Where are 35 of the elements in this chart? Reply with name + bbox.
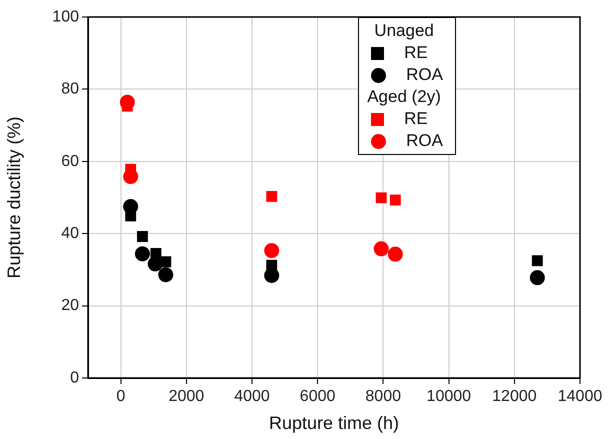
point [158, 267, 174, 282]
point [264, 243, 280, 258]
y-tick-label: 80 [61, 80, 80, 98]
point [390, 194, 401, 206]
y-tick-label: 20 [61, 297, 80, 314]
point [134, 246, 150, 262]
x-tick-label: 8000 [365, 388, 402, 406]
point [530, 270, 545, 286]
y-tick-label: 0 [70, 369, 80, 386]
point [388, 246, 403, 262]
legend-label: ROA [406, 130, 443, 152]
x-tick-label: 10000 [426, 388, 472, 406]
y-tick-label: 60 [61, 152, 80, 170]
point [532, 255, 543, 266]
legend-label: RE [404, 108, 428, 130]
x-axis-title: Rupture time (h) [268, 413, 400, 434]
legend-label: RE [404, 42, 428, 64]
point [266, 190, 278, 202]
x-tick-label: 2000 [168, 388, 204, 406]
y-tick-label: 100 [52, 8, 80, 26]
x-tick-label: 12000 [492, 388, 537, 406]
annotation: Unaged [373, 20, 435, 42]
point [137, 231, 148, 242]
point [123, 169, 138, 184]
point [374, 241, 389, 256]
legend-label: ROA [406, 64, 443, 86]
x-tick-label: 6000 [300, 388, 336, 406]
point [148, 256, 163, 272]
annotation: Aged (2y) [366, 86, 442, 108]
x-tick-label: 0 [116, 388, 126, 406]
x-tick-label: 4000 [234, 388, 270, 406]
point [376, 192, 387, 204]
x-tick-label: 14000 [558, 388, 602, 406]
y-tick-label: 40 [61, 225, 80, 242]
y-axis-title: Rupture ductility (%) [4, 116, 24, 279]
